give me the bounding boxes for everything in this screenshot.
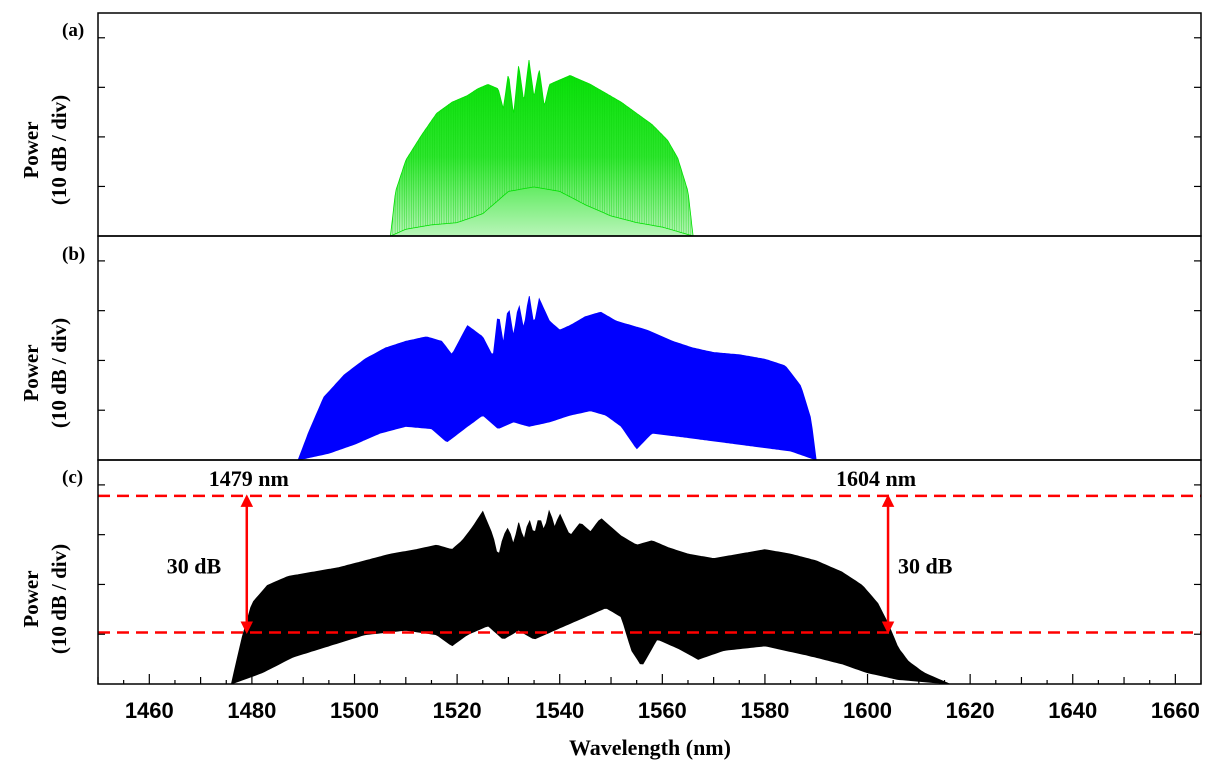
x-tick-label: 1640 [1048, 698, 1097, 723]
annotation-2: 30 dB [167, 553, 222, 578]
x-tick-label: 1580 [740, 698, 789, 723]
panel-c-x-ticks: 1460 1480 1500 1520 1540 1560 1580 1600 1620 1640… [97, 674, 1202, 723]
annotation-1: 1479 nm [209, 466, 289, 491]
panel-c-ylabel-line2: (10 dB / div) [47, 544, 71, 654]
panel-a: (a) Power (10 dB / div) [19, 12, 1202, 237]
panel-b-ylabel-line1: Power [19, 344, 43, 401]
panel-b-y-ticks [98, 260, 1201, 411]
panel-a-y-ticks [98, 37, 1201, 188]
panel-c: 1479 nm 30 dB 1604 nm 30 dB 1460 1480 1500 152… [19, 459, 1202, 760]
x-tick-label: 1560 [638, 698, 687, 723]
annotation-3: 1604 nm [836, 466, 916, 491]
annotation-4: 30 dB [898, 553, 953, 578]
panel-b: (b) Power (10 dB / div) [19, 235, 1202, 461]
panel-a-ylabel-line2: (10 dB / div) [47, 95, 71, 205]
x-tick-label: 1540 [535, 698, 584, 723]
panel-c-frame [97, 459, 1202, 685]
panel-a-ylabel-line1: Power [19, 121, 43, 178]
panel-c-ylabel-line1: Power [19, 570, 43, 627]
panel-c-y-ticks [98, 484, 1201, 635]
x-tick-label: 1620 [946, 698, 995, 723]
panel-b-ylabel-line2: (10 dB / div) [47, 318, 71, 428]
x-tick-label: 1660 [1151, 698, 1200, 723]
x-tick-label: 1500 [330, 698, 379, 723]
panel-b-label: (b) [62, 244, 85, 265]
panel-c-label: (c) [62, 467, 83, 488]
x-tick-label: 1600 [843, 698, 892, 723]
x-tick-label: 1480 [227, 698, 276, 723]
x-axis-title: Wavelength (nm) [569, 735, 731, 760]
x-tick-label: 1520 [433, 698, 482, 723]
x-tick-label: 1460 [125, 698, 174, 723]
panel-a-label: (a) [62, 20, 84, 41]
